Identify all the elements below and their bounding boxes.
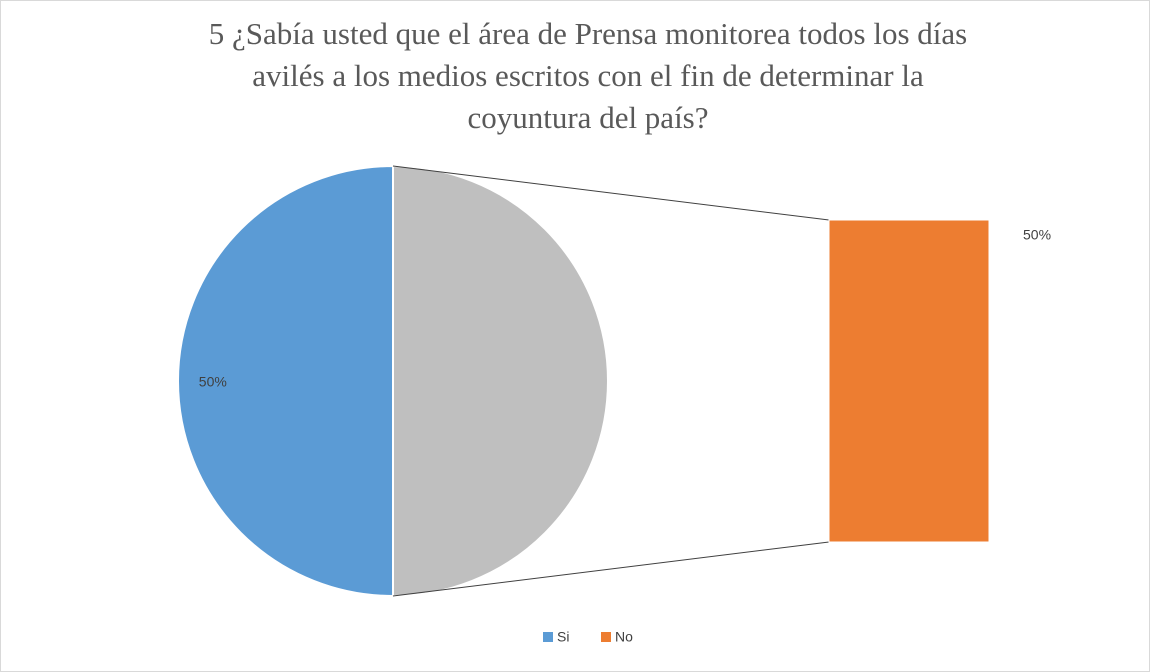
data-label: 50% — [1023, 227, 1051, 243]
connector — [392, 541, 830, 597]
chart-title: avilés a los medios escritos con el fin … — [252, 58, 924, 93]
legend-swatch — [543, 632, 553, 642]
legend-label: Si — [557, 629, 569, 645]
pie-slice-other — [392, 164, 609, 598]
bar-segment — [828, 219, 990, 543]
pie-slice — [177, 164, 394, 598]
chart-title: 5 ¿Sabía usted que el área de Prensa mon… — [209, 16, 967, 51]
connector — [392, 165, 830, 221]
legend-label: No — [615, 629, 633, 645]
data-label: 50% — [199, 374, 227, 390]
legend-swatch — [601, 632, 611, 642]
chart-title: coyuntura del país? — [467, 100, 708, 135]
